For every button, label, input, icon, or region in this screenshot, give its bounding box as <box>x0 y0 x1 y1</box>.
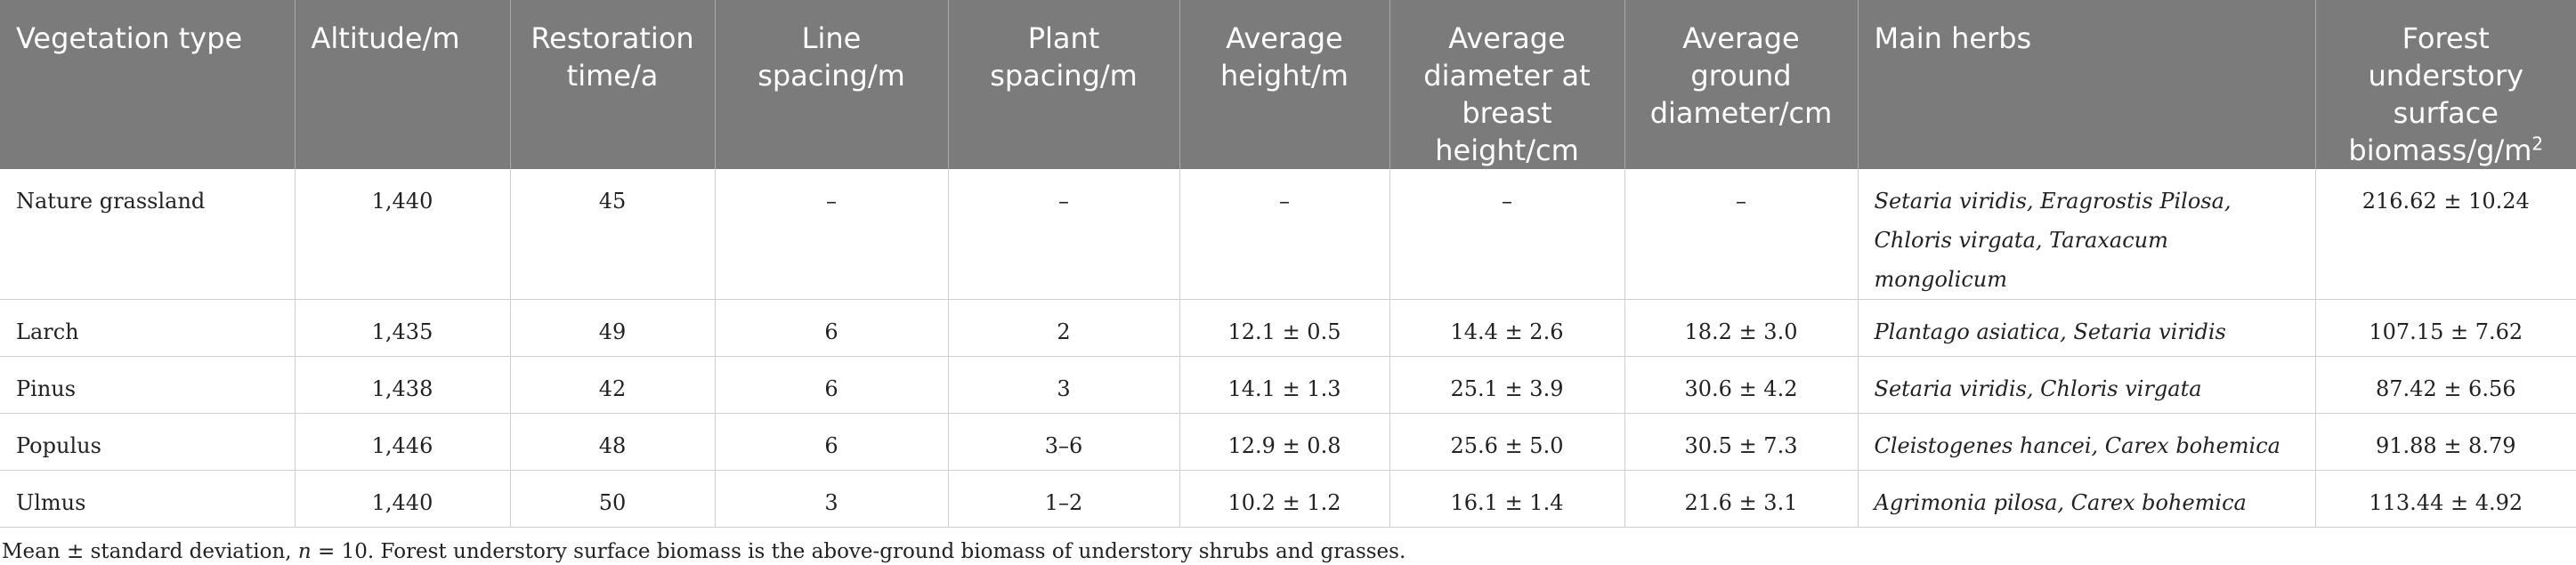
cell-average-height: 10.2 ± 1.2 <box>1179 470 1389 528</box>
cell-altitude: 1,435 <box>294 299 510 357</box>
cell-line-spacing: 6 <box>714 299 948 357</box>
header-average-height: Average height/m <box>1179 0 1389 169</box>
table-row: Ulmus 1,440 50 3 1–2 10.2 ± 1.2 16.1 ± 1… <box>0 470 2576 528</box>
cell-restoration-time: 49 <box>509 299 715 357</box>
cell-line-spacing: 3 <box>714 470 948 528</box>
header-vegetation-type: Vegetation type <box>0 0 295 169</box>
cell-average-dbh: 16.1 ± 1.4 <box>1389 470 1624 528</box>
cell-average-height: 12.1 ± 0.5 <box>1179 299 1389 357</box>
cell-restoration-time: 48 <box>509 413 715 471</box>
cell-altitude: 1,440 <box>294 169 510 300</box>
cell-biomass: 107.15 ± 7.62 <box>2314 299 2576 357</box>
header-average-ground-diameter: Average ground diameter/cm <box>1624 0 1858 169</box>
footnote-post: = 10. Forest understory surface biomass … <box>311 540 1406 563</box>
header-biomass-sup: 2 <box>2531 133 2544 155</box>
header-plant-spacing: Plant spacing/m <box>947 0 1179 169</box>
cell-altitude: 1,440 <box>294 470 510 528</box>
table-row: Pinus 1,438 42 6 3 14.1 ± 1.3 25.1 ± 3.9… <box>0 356 2576 414</box>
cell-average-ground-diameter: 18.2 ± 3.0 <box>1624 299 1858 357</box>
cell-plant-spacing: 3 <box>947 356 1179 414</box>
cell-average-height: – <box>1179 169 1389 300</box>
vegetation-table: Vegetation type Altitude/m Restoration t… <box>0 0 2576 528</box>
cell-altitude: 1,438 <box>294 356 510 414</box>
footnote-n-variable: n <box>297 540 312 563</box>
cell-plant-spacing: 2 <box>947 299 1179 357</box>
cell-average-height: 12.9 ± 0.8 <box>1179 413 1389 471</box>
cell-biomass: 113.44 ± 4.92 <box>2314 470 2576 528</box>
cell-average-height: 14.1 ± 1.3 <box>1179 356 1389 414</box>
cell-main-herbs: Setaria viridis, Chloris virgata <box>1857 356 2315 414</box>
cell-average-dbh: 14.4 ± 2.6 <box>1389 299 1624 357</box>
table-row: Nature grassland 1,440 45 – – – – – Seta… <box>0 169 2576 300</box>
cell-biomass: 87.42 ± 6.56 <box>2314 356 2576 414</box>
cell-average-ground-diameter: 21.6 ± 3.1 <box>1624 470 1858 528</box>
cell-average-ground-diameter: 30.6 ± 4.2 <box>1624 356 1858 414</box>
cell-biomass: 91.88 ± 8.79 <box>2314 413 2576 471</box>
header-biomass: Forest understory surface biomass/g/m2 <box>2314 0 2576 169</box>
table-body: Nature grassland 1,440 45 – – – – – Seta… <box>0 169 2576 528</box>
cell-average-dbh: 25.6 ± 5.0 <box>1389 413 1624 471</box>
cell-main-herbs: Agrimonia pilosa, Carex bohemica <box>1857 470 2315 528</box>
cell-main-herbs: Plantago asiatica, Setaria viridis <box>1857 299 2315 357</box>
cell-plant-spacing: 3–6 <box>947 413 1179 471</box>
cell-plant-spacing: – <box>947 169 1179 300</box>
cell-vegetation-type: Populus <box>0 413 295 471</box>
cell-vegetation-type: Nature grassland <box>0 169 295 300</box>
cell-main-herbs: Setaria viridis, Eragrostis Pilosa, Chlo… <box>1857 169 2315 300</box>
cell-line-spacing: – <box>714 169 948 300</box>
table-row: Populus 1,446 48 6 3–6 12.9 ± 0.8 25.6 ±… <box>0 413 2576 471</box>
table-footnote: Mean ± standard deviation, n = 10. Fores… <box>0 528 2576 565</box>
cell-line-spacing: 6 <box>714 356 948 414</box>
cell-restoration-time: 50 <box>509 470 715 528</box>
cell-vegetation-type: Pinus <box>0 356 295 414</box>
table-row: Larch 1,435 49 6 2 12.1 ± 0.5 14.4 ± 2.6… <box>0 299 2576 357</box>
header-altitude: Altitude/m <box>294 0 510 169</box>
header-restoration-time: Restoration time/a <box>509 0 715 169</box>
cell-vegetation-type: Ulmus <box>0 470 295 528</box>
header-line-spacing: Line spacing/m <box>714 0 948 169</box>
cell-altitude: 1,446 <box>294 413 510 471</box>
cell-line-spacing: 6 <box>714 413 948 471</box>
cell-restoration-time: 42 <box>509 356 715 414</box>
header-biomass-text: Forest understory surface biomass/g/m <box>2348 21 2532 167</box>
cell-average-dbh: – <box>1389 169 1624 300</box>
cell-restoration-time: 45 <box>509 169 715 300</box>
cell-vegetation-type: Larch <box>0 299 295 357</box>
cell-plant-spacing: 1–2 <box>947 470 1179 528</box>
cell-biomass: 216.62 ± 10.24 <box>2314 169 2576 300</box>
header-row: Vegetation type Altitude/m Restoration t… <box>0 0 2576 169</box>
cell-average-ground-diameter: 30.5 ± 7.3 <box>1624 413 1858 471</box>
cell-main-herbs: Cleistogenes hancei, Carex bohemica <box>1857 413 2315 471</box>
header-main-herbs: Main herbs <box>1857 0 2315 169</box>
footnote-pre: Mean ± standard deviation, <box>2 540 298 563</box>
header-average-dbh: Average diameter at breast height/cm <box>1389 0 1624 169</box>
cell-average-dbh: 25.1 ± 3.9 <box>1389 356 1624 414</box>
cell-average-ground-diameter: – <box>1624 169 1858 300</box>
